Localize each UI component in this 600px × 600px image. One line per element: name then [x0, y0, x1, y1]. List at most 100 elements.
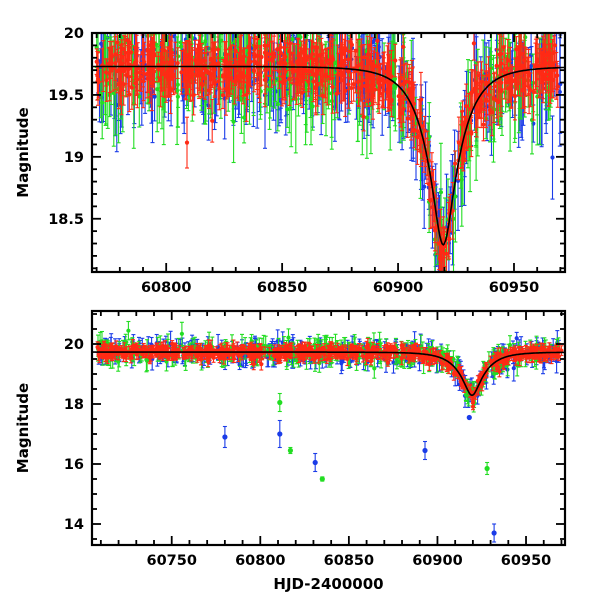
data-point [263, 59, 269, 65]
data-point [246, 68, 251, 74]
data-point [166, 77, 171, 82]
data-point [132, 61, 137, 66]
data-point [122, 47, 127, 52]
data-point [432, 228, 437, 233]
data-point [453, 194, 458, 199]
data-point [376, 79, 381, 85]
data-point [453, 161, 458, 166]
data-point [285, 107, 290, 112]
data-point [358, 71, 363, 76]
data-point [489, 110, 495, 115]
y-tick-label: 19 [64, 150, 84, 166]
data-point [95, 76, 101, 82]
data-point [155, 87, 160, 92]
data-point [252, 59, 257, 64]
data-point [315, 70, 320, 75]
data-point [202, 76, 208, 81]
data-point [520, 88, 525, 93]
top-panel-data-area [92, 18, 565, 284]
data-point [441, 280, 445, 284]
data-point [529, 63, 534, 68]
x-tick-label: 60800 [141, 280, 191, 296]
data-point [509, 92, 514, 97]
data-point [328, 58, 333, 63]
data-point [370, 83, 375, 88]
data-point [145, 71, 150, 76]
data-point [307, 69, 312, 75]
data-point [179, 44, 184, 49]
data-point [509, 75, 514, 80]
data-point [555, 28, 559, 32]
data-point [505, 66, 510, 71]
data-point [371, 68, 376, 73]
data-point [330, 84, 335, 90]
data-point [398, 75, 404, 80]
data-point [366, 89, 371, 94]
data-point [210, 47, 215, 52]
data-point [349, 85, 354, 91]
data-point [295, 58, 300, 63]
data-point [298, 74, 303, 79]
data-point [135, 77, 140, 82]
data-point [221, 73, 226, 78]
data-point [241, 73, 246, 78]
data-point [492, 84, 497, 89]
data-point [161, 60, 166, 65]
data-point [483, 97, 488, 102]
data-point [536, 63, 541, 68]
data-point [121, 82, 126, 87]
y-tick-label: 19.5 [48, 88, 84, 104]
data-point [549, 73, 554, 78]
data-point [469, 131, 474, 136]
data-point [543, 52, 549, 58]
data-point [194, 60, 199, 65]
data-point [341, 78, 346, 83]
data-point [375, 38, 380, 44]
data-point [301, 50, 306, 55]
data-point [323, 73, 328, 78]
data-point [555, 84, 560, 89]
data-point [526, 73, 532, 78]
data-point [518, 66, 523, 71]
data-point [138, 74, 144, 79]
data-point [472, 86, 477, 91]
data-point [442, 277, 446, 281]
data-point [184, 140, 190, 145]
data-point [309, 55, 314, 61]
data-point [156, 67, 161, 72]
data-point [393, 58, 398, 63]
data-point [179, 70, 184, 75]
data-point [444, 251, 449, 256]
data-point [220, 93, 226, 98]
data-point [133, 81, 138, 86]
data-point [267, 52, 272, 57]
data-point [308, 97, 313, 102]
data-point [208, 74, 213, 79]
data-point [106, 61, 111, 66]
data-point [224, 25, 228, 29]
data-point [491, 96, 496, 101]
data-point [412, 127, 417, 132]
data-point [152, 94, 157, 99]
data-point [552, 67, 557, 72]
data-point [499, 80, 504, 85]
data-point [113, 52, 118, 57]
data-point [342, 45, 347, 50]
data-point [555, 73, 560, 78]
data-point [187, 58, 192, 63]
data-point [494, 63, 499, 68]
bottom-panel-data-area [92, 320, 565, 543]
data-point [225, 73, 230, 78]
data-point [291, 69, 296, 74]
data-point [404, 79, 409, 84]
data-point [271, 51, 277, 56]
data-point [476, 73, 481, 78]
data-point [129, 50, 134, 55]
data-point [118, 76, 123, 81]
data-point [496, 100, 501, 105]
top-panel: 60800 60850 60900 60950 18.5 19 19.5 20 Magnitud… [14, 18, 567, 296]
x-tick-label: 60950 [489, 280, 539, 296]
data-point [199, 59, 204, 64]
data-point [285, 18, 289, 22]
